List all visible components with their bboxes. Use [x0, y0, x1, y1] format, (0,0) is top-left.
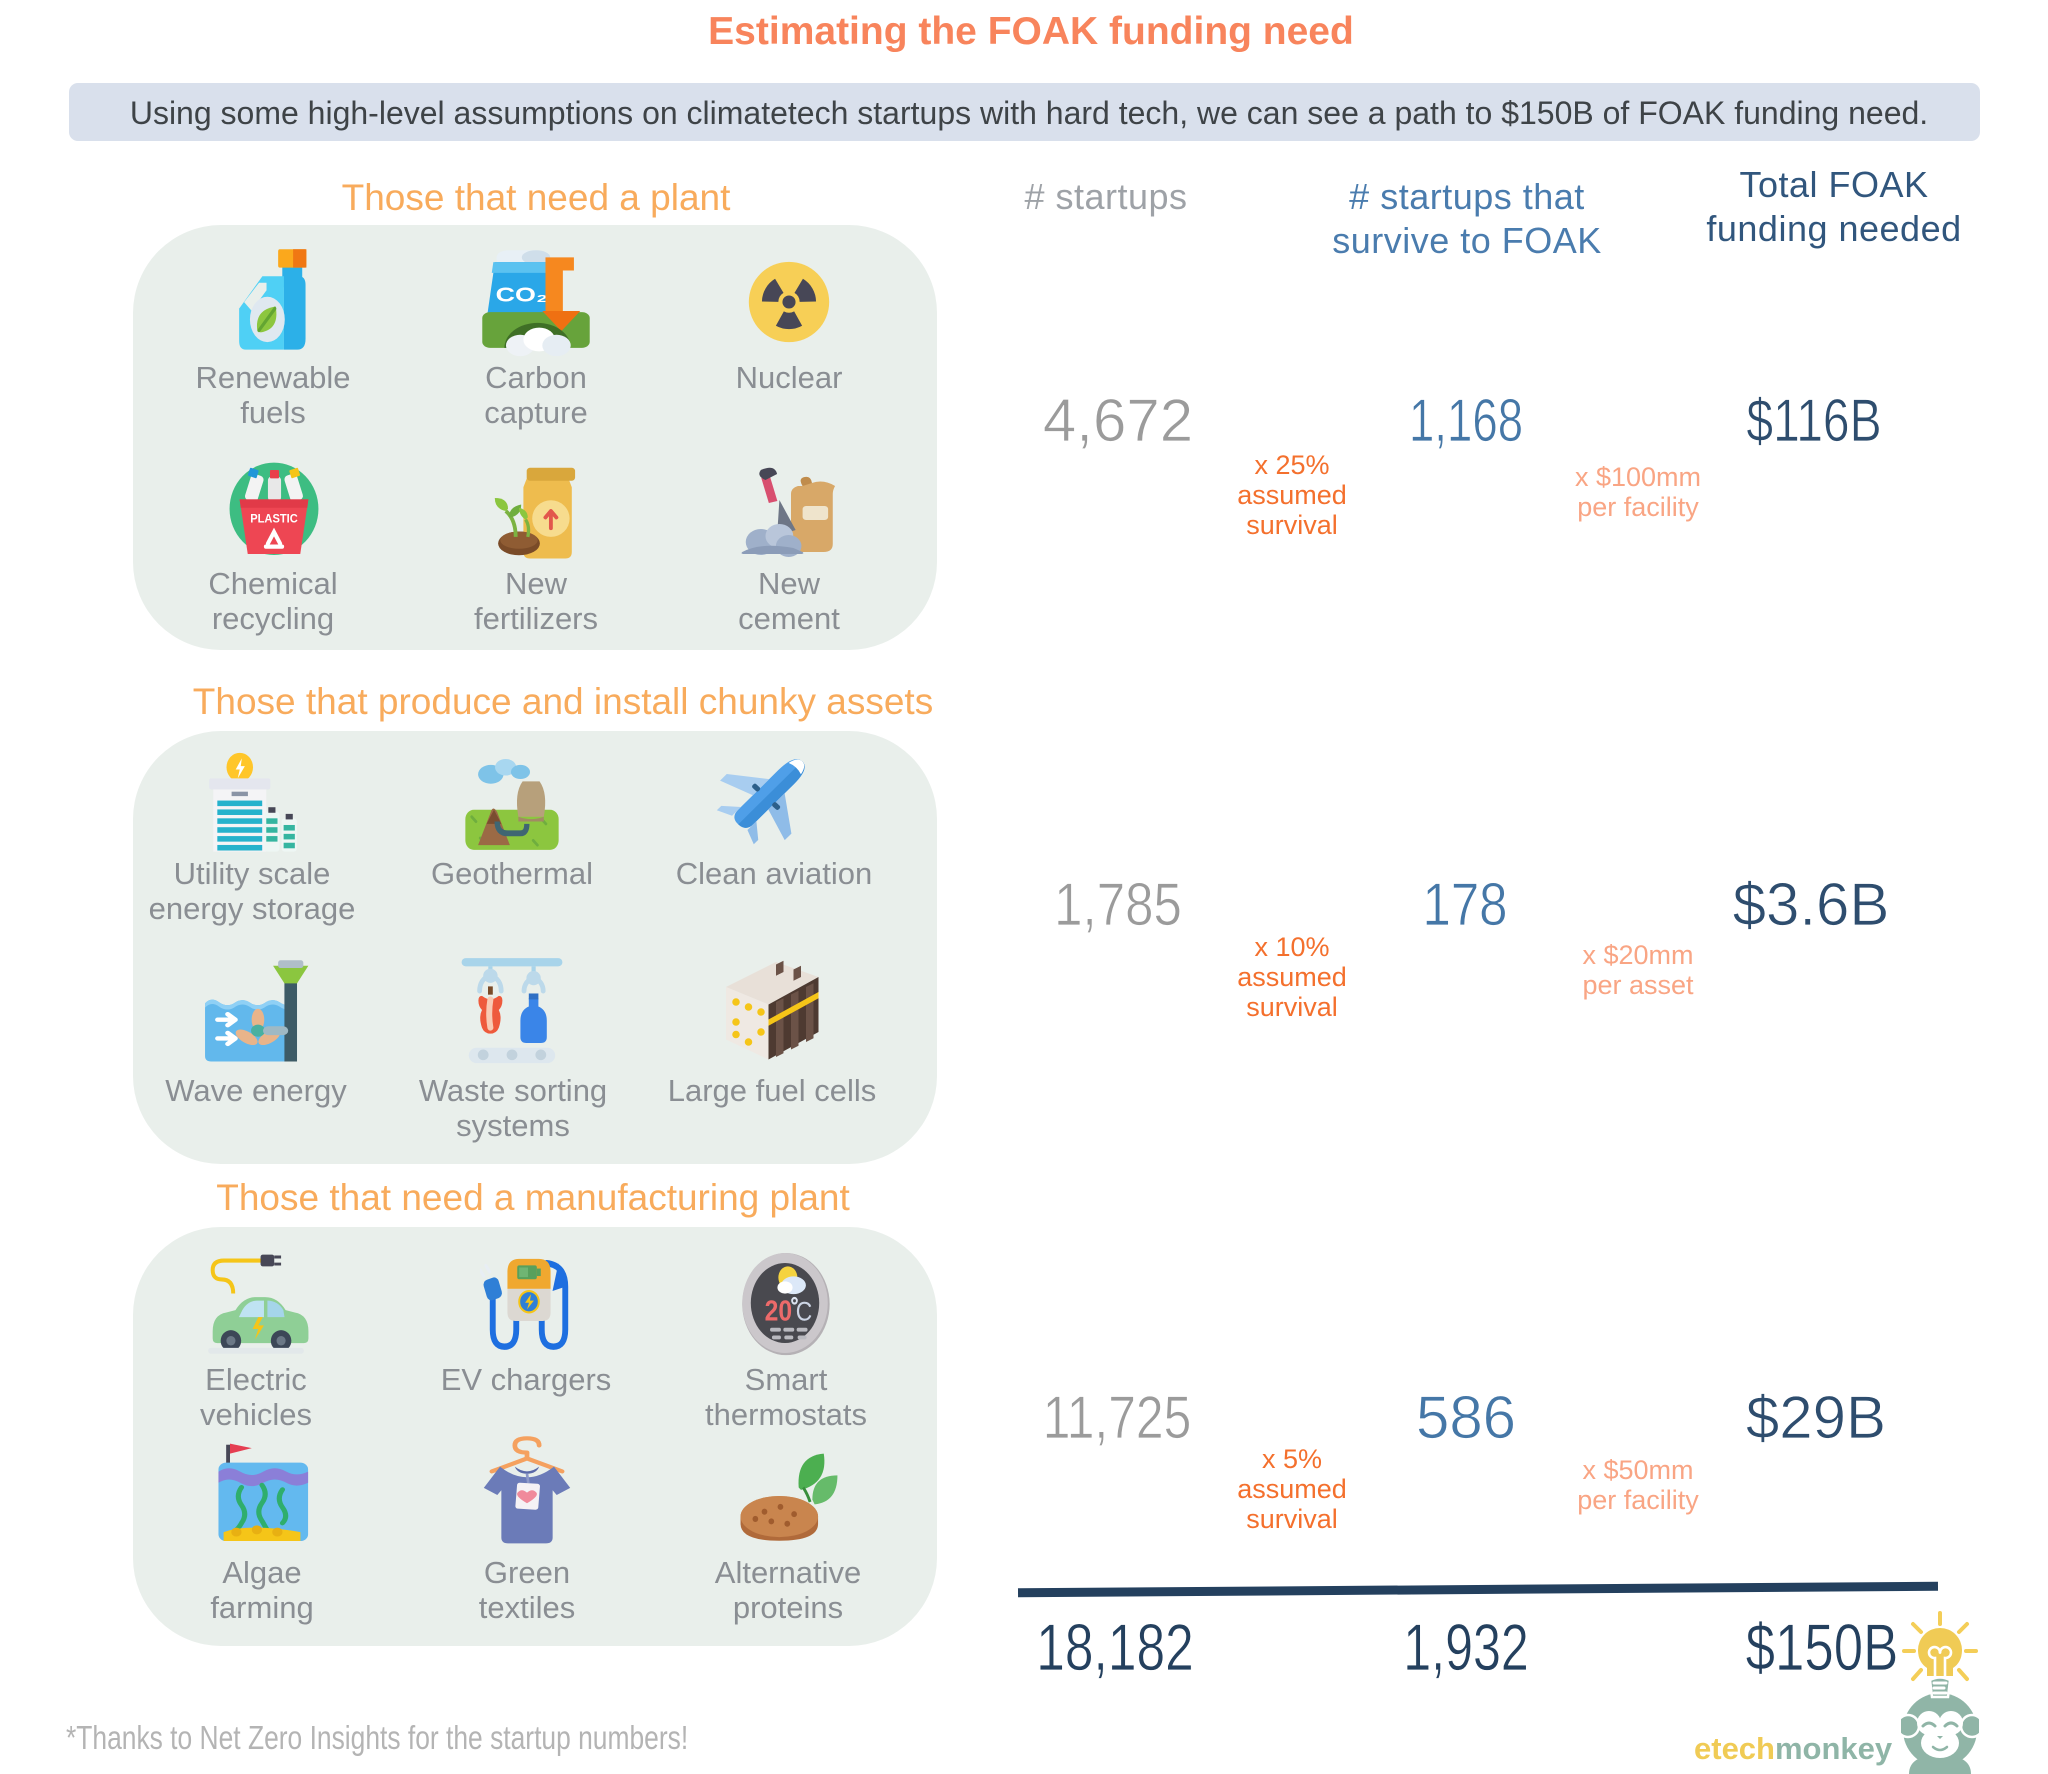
svg-text:PLASTIC: PLASTIC — [250, 513, 298, 525]
svg-text:20: 20 — [765, 1295, 792, 1327]
svg-text:CO₂: CO₂ — [496, 284, 548, 307]
svg-text:C: C — [796, 1298, 812, 1327]
